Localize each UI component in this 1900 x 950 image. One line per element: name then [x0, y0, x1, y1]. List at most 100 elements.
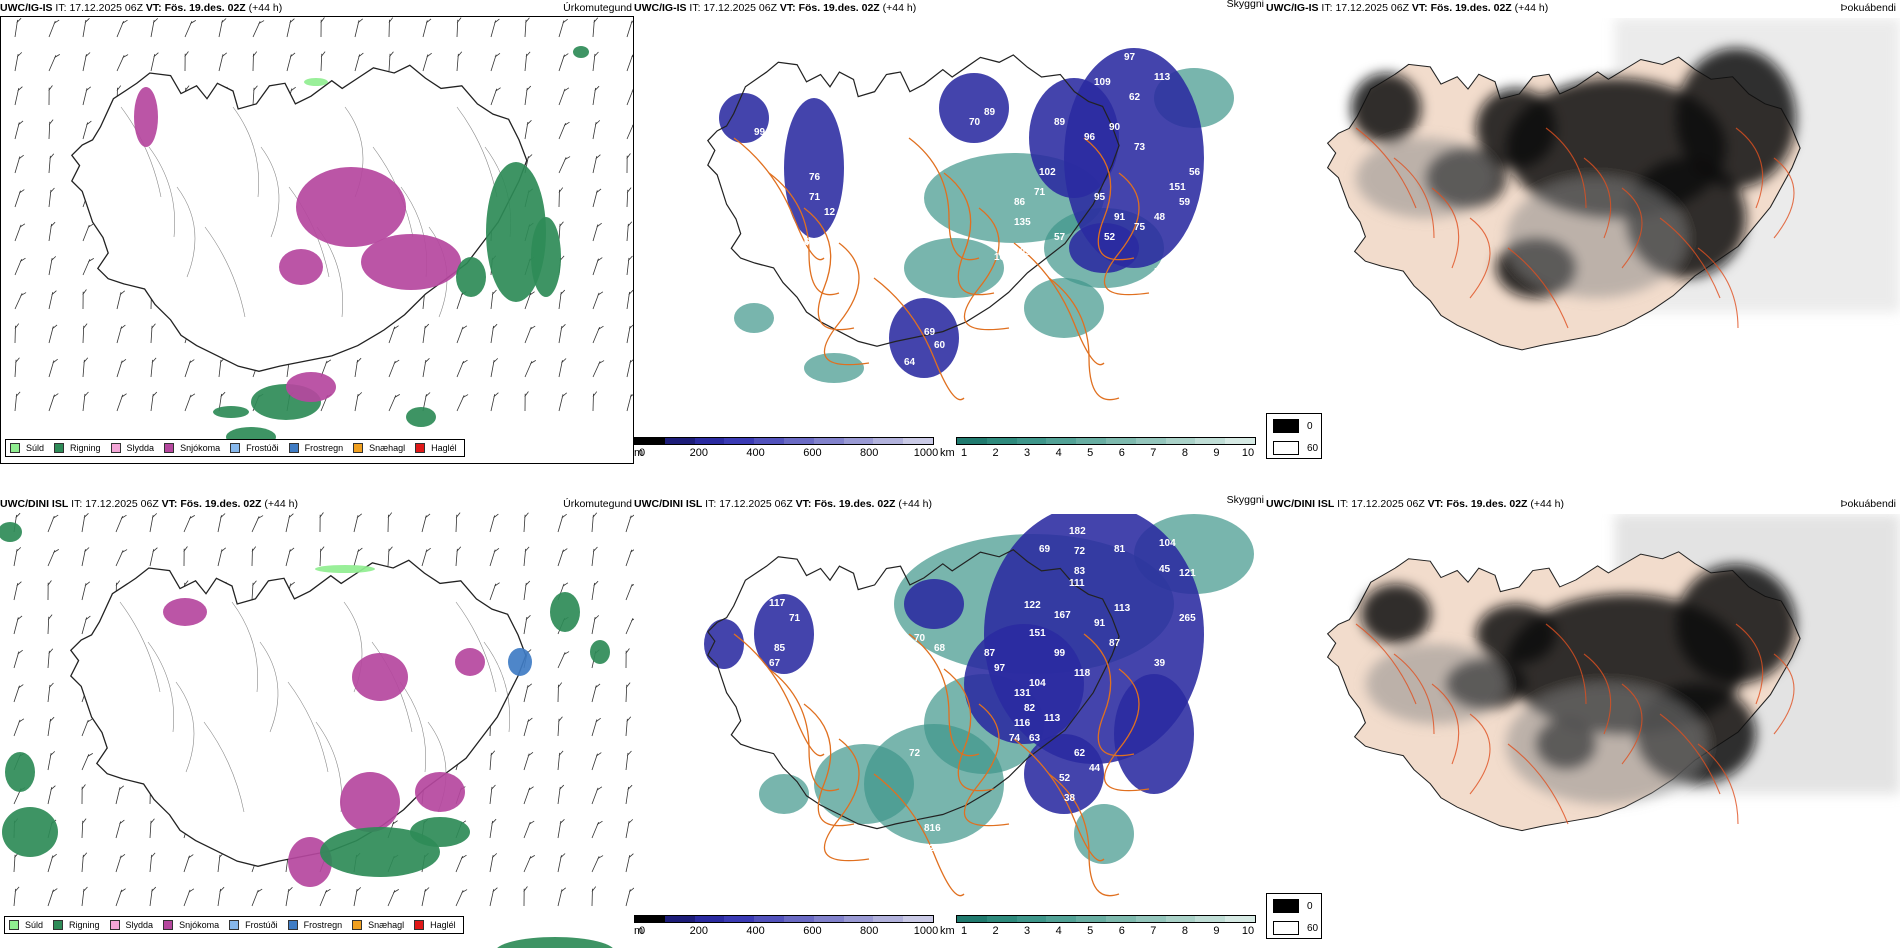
visibility-map: 90 97 113 62 109 89 96 90 73 102 71 95 91 75 151 56 59 48…: [634, 18, 1266, 436]
legend-swatch: [54, 443, 65, 453]
wind-barb: [626, 255, 633, 276]
wind-barb: [47, 853, 57, 873]
wind-barb: [524, 325, 536, 344]
fog-area: [1476, 88, 1556, 168]
wind-barb: [82, 289, 87, 310]
colorbar-segment: [843, 438, 874, 444]
colorbar-tick: 0: [638, 447, 646, 459]
ceiling-label: 91: [1114, 212, 1126, 223]
road: [1431, 683, 1460, 765]
it-value: 17.12.2025 06Z: [1351, 498, 1425, 510]
wind-barb: [48, 85, 53, 106]
wind-barb: [626, 187, 632, 208]
legend-swatch: [288, 443, 299, 453]
road: [1355, 623, 1417, 705]
precip-area: [213, 406, 249, 418]
wind-barb: [116, 324, 126, 344]
cloud-legend-label: 0: [1307, 420, 1313, 432]
wind-barb: [523, 683, 532, 703]
wind-barb: [115, 514, 127, 533]
cloud-legend-row2: 0 60: [1266, 893, 1322, 939]
ceiling-label: 122: [1024, 600, 1041, 611]
wind-barb: [489, 853, 498, 873]
wind-barb: [387, 512, 393, 533]
wind-barb: [388, 394, 400, 412]
wind-barb: [354, 52, 364, 72]
cloud-legend-swatch: [1273, 899, 1299, 913]
fog-area: [1476, 604, 1556, 664]
colorbar-segment: [1225, 438, 1255, 444]
wind-barb: [625, 548, 634, 567]
roads: [1355, 623, 1795, 825]
panel-title: Úrkomutegund: [563, 498, 632, 510]
roads: [733, 137, 1150, 401]
precip-panel-row2: UWC/DINI ISL IT: 17.12.2025 06Z VT: Fös.…: [0, 496, 634, 948]
ceiling-label: 89: [1054, 117, 1066, 128]
wind-barb: [455, 546, 462, 567]
terrain-line: [483, 641, 510, 733]
precip-area: [550, 592, 580, 632]
wind-barb: [524, 119, 532, 140]
low-ceiling-area: [889, 298, 959, 378]
wind-barb: [422, 357, 430, 378]
ceiling-label: 52: [1104, 232, 1116, 243]
precip-area: [406, 407, 436, 427]
wind-barb: [456, 325, 468, 344]
ceiling-label: 13: [839, 227, 851, 238]
terrain-line: [260, 146, 280, 238]
low-visibility-area: [804, 353, 864, 383]
ceiling-label: 305: [1014, 247, 1031, 258]
ceiling-label: 81: [1114, 544, 1126, 555]
ceiling-label: 86: [1014, 197, 1026, 208]
legend-swatch: [10, 443, 20, 453]
colorbar-unit: km: [940, 925, 955, 937]
wind-barb: [354, 18, 363, 38]
wind-barb: [150, 18, 159, 38]
wind-barb: [625, 648, 630, 669]
wind-barb: [558, 323, 566, 344]
road: [1697, 743, 1739, 825]
roads: [1355, 127, 1795, 329]
wind-barb: [591, 886, 597, 907]
visibility-colorbar: km 1 2 3 4 5 6 7 8 9 10: [940, 437, 1262, 467]
wind-barb: [388, 51, 394, 72]
fog-area: [1366, 644, 1506, 724]
wind-barb: [422, 323, 430, 344]
ceiling-label: 49: [1154, 287, 1166, 298]
colorbar-unit: km: [940, 447, 955, 459]
colorbar-tick: 0: [638, 925, 646, 937]
wind-barb: [456, 17, 462, 38]
vt-label: VT:: [1427, 498, 1444, 510]
terrain-line: [399, 681, 426, 773]
low-ceiling-area: [1114, 674, 1194, 794]
wind-barb: [388, 325, 399, 344]
legend-item: Súld: [10, 443, 44, 453]
precip-area: [0, 522, 22, 542]
ceiling-label: 151: [1029, 628, 1046, 639]
wind-barb: [252, 20, 265, 38]
precip-area: [2, 807, 58, 857]
wind-barb: [524, 17, 530, 38]
legend-swatch: [415, 443, 426, 453]
precip-area: [320, 827, 440, 877]
low-visibility-area: [759, 774, 809, 814]
colorbar-segment: [873, 438, 904, 444]
legend-item: Haglél: [415, 443, 457, 453]
road: [1013, 242, 1105, 366]
visibility-panel-row1: UWC/IG-IS IT: 17.12.2025 06Z VT: Fös. 19…: [634, 0, 1266, 468]
colorbar-segment: [903, 916, 933, 922]
ceiling-label: 71: [809, 192, 821, 203]
wind-barb: [48, 19, 60, 38]
ceiling-label: 135: [1014, 217, 1031, 228]
panel-header: UWC/DINI ISL IT: 17.12.2025 06Z VT: Fös.…: [0, 496, 634, 512]
wind-barb: [150, 391, 158, 412]
wind-barb: [625, 682, 631, 703]
lead-time: (+44 h): [1514, 2, 1549, 14]
ceiling-label: 121: [1179, 568, 1196, 579]
colorbar-segment: [813, 916, 844, 922]
it-label: IT:: [1337, 498, 1349, 510]
terrain-line: [455, 601, 497, 693]
vt-value: Fös. 19.des. 02Z: [1446, 498, 1528, 510]
road: [1393, 157, 1435, 239]
